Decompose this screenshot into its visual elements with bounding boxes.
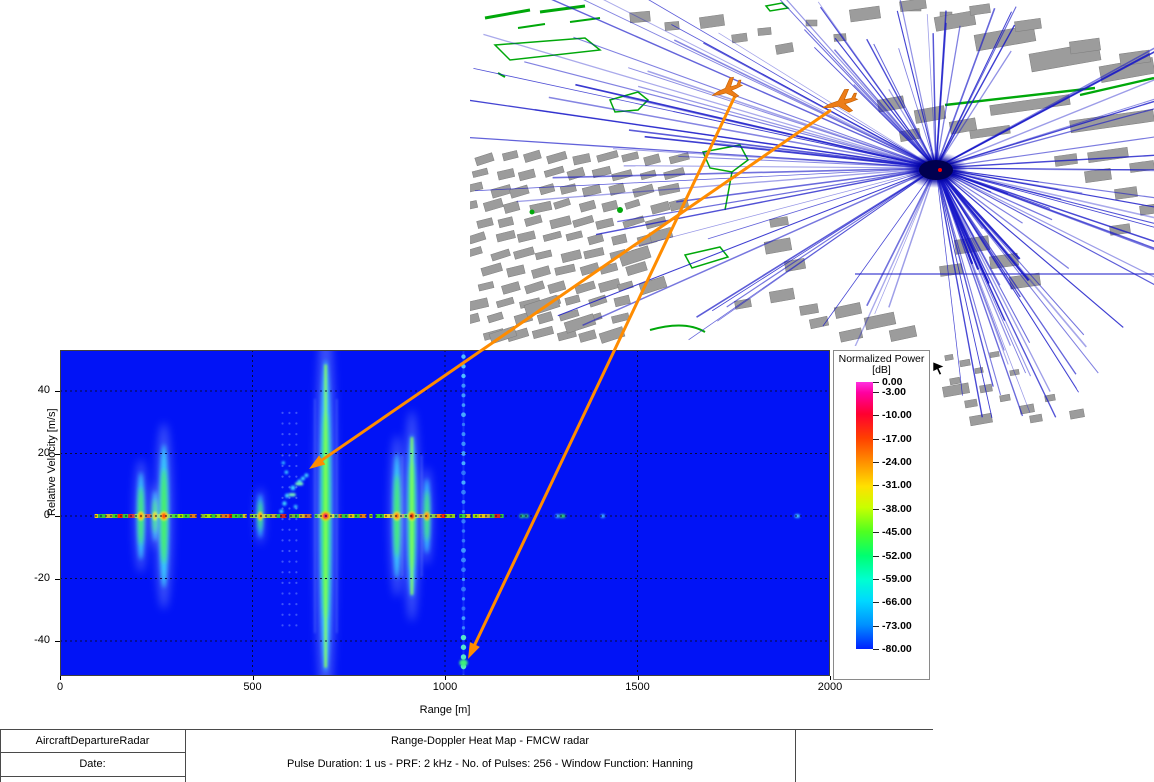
y-tick-label: 40 bbox=[37, 384, 50, 396]
x-tick-mark bbox=[637, 676, 639, 680]
table-border-line bbox=[0, 729, 1, 782]
colorbar-legend: Normalized Power [dB] 0.00 -3.00 -10.00 -17… bbox=[833, 350, 930, 680]
colorbar-tick-label: -3.00 bbox=[882, 386, 906, 398]
colorbar-tick-mark bbox=[873, 438, 879, 440]
colorbar-tick-mark bbox=[873, 625, 879, 627]
x-tick-mark bbox=[445, 676, 446, 680]
colorbar-tick-label: -80.00 bbox=[882, 643, 912, 655]
colorbar-tick-label: -45.00 bbox=[882, 526, 912, 539]
colorbar-tick-label: -10.00 bbox=[882, 409, 912, 422]
colorbar-tick-mark bbox=[873, 485, 879, 487]
colorbar-tick-label: -24.00 bbox=[882, 456, 912, 469]
range-doppler-heatmap[interactable] bbox=[60, 350, 830, 676]
colorbar-unit: [dB] bbox=[872, 364, 891, 376]
colorbar-tick-mark bbox=[873, 555, 879, 557]
y-axis-label: Relative Velocity [m/s] bbox=[45, 408, 58, 516]
y-tick-mark bbox=[55, 391, 60, 392]
colorbar-tick-label: -52.00 bbox=[882, 549, 912, 562]
chart-subtitle-cell: Pulse Duration: 1 us - PRF: 2 kHz - No. … bbox=[287, 758, 693, 770]
colorbar-tick-label: -31.00 bbox=[882, 479, 912, 492]
table-border-line bbox=[0, 729, 933, 730]
x-tick-mark bbox=[830, 676, 831, 680]
x-tick-label: 2000 bbox=[817, 681, 843, 693]
table-border-line bbox=[795, 729, 796, 782]
project-name-cell: AircraftDepartureRadar bbox=[35, 735, 150, 747]
y-tick-mark bbox=[55, 641, 60, 642]
colorbar-tick-mark bbox=[873, 382, 879, 383]
colorbar-tick-label: -66.00 bbox=[882, 596, 912, 609]
colorbar-tick-mark bbox=[873, 462, 879, 464]
colorbar-tick-mark bbox=[873, 508, 879, 510]
radar-origin-marker bbox=[938, 168, 942, 172]
colorbar-tick-label: -59.00 bbox=[882, 572, 912, 585]
colorbar-tick-mark bbox=[873, 415, 879, 417]
colorbar-tick-label: 0.00 bbox=[882, 376, 903, 388]
chart-title-cell: Range-Doppler Heat Map - FMCW radar bbox=[390, 735, 590, 747]
y-tick-label: 0 bbox=[43, 509, 50, 521]
y-tick-label: -40 bbox=[34, 634, 50, 646]
colorbar-tick-mark bbox=[873, 578, 879, 580]
y-tick-mark bbox=[55, 453, 60, 455]
colorbar-tick-mark bbox=[873, 602, 879, 604]
table-border-line bbox=[185, 729, 186, 782]
x-tick-label: 1500 bbox=[625, 681, 650, 693]
heatmap-background bbox=[60, 350, 830, 676]
y-tick-label: 20 bbox=[37, 446, 50, 459]
colorbar-gradient bbox=[856, 382, 873, 649]
y-tick-mark bbox=[55, 578, 60, 580]
colorbar-tick-mark bbox=[873, 649, 879, 650]
colorbar-title-text: Normalized Power bbox=[838, 353, 925, 365]
x-tick-label: 1000 bbox=[432, 681, 458, 693]
colorbar-tick-label: -17.00 bbox=[882, 432, 912, 445]
date-label-cell: Date: bbox=[79, 758, 106, 770]
table-border-line bbox=[0, 776, 185, 777]
colorbar-tick-mark bbox=[873, 392, 879, 393]
x-tick-label: 0 bbox=[56, 681, 64, 693]
y-tick-label: -20 bbox=[34, 571, 50, 584]
colorbar-tick-mark bbox=[873, 532, 879, 534]
y-tick-mark bbox=[55, 516, 60, 517]
colorbar-title: Normalized Power [dB] bbox=[834, 354, 929, 376]
x-axis-label: Range [m] bbox=[419, 704, 471, 716]
table-border-line bbox=[0, 752, 185, 753]
colorbar-tick-label: -73.00 bbox=[882, 619, 912, 632]
x-tick-mark bbox=[60, 676, 61, 680]
x-tick-label: 500 bbox=[243, 681, 262, 693]
x-tick-mark bbox=[252, 676, 254, 680]
colorbar-tick-label: -38.00 bbox=[882, 502, 912, 515]
